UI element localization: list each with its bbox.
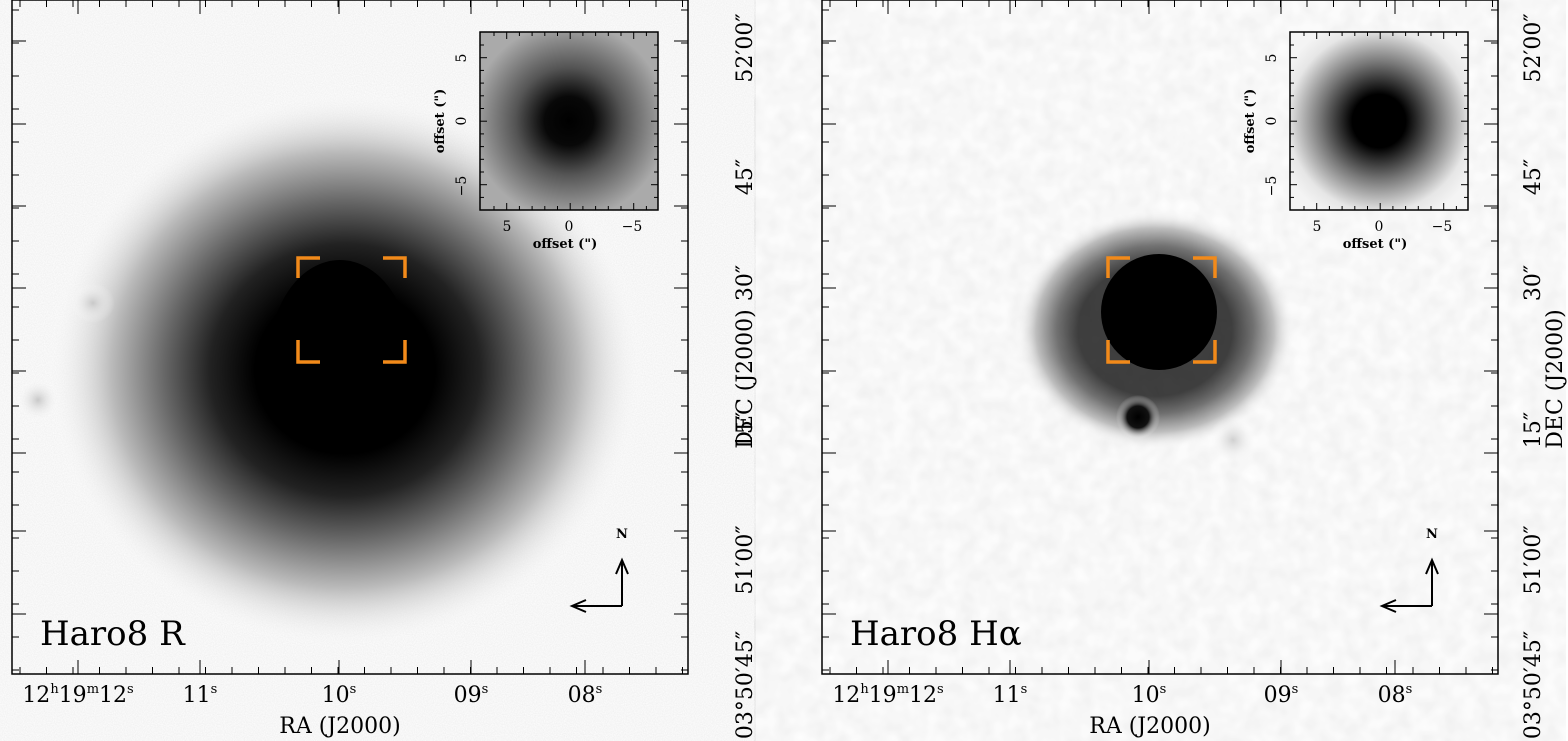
- inset-xlabel: offset ("): [1343, 237, 1408, 252]
- inset-xtick: 0: [565, 219, 574, 235]
- inset-ytick: 0: [454, 117, 470, 126]
- ra-tick-label: 10s: [322, 682, 357, 708]
- y-axis-label: DEC (J2000): [733, 309, 758, 449]
- dec-tick-label: 03°50′45″: [1521, 631, 1546, 739]
- compass-north-label: N: [1426, 527, 1438, 542]
- inset-image: [1290, 32, 1468, 210]
- compass: [1379, 557, 1439, 613]
- dec-tick-label: 30″: [733, 265, 758, 301]
- galaxy-core: [1101, 254, 1217, 370]
- faint-source: [1209, 416, 1257, 464]
- panel-ha-figure: 5 0 −5 offset (") 5 0 −5 offset (") N Ha…: [821, 0, 1568, 739]
- image-frame: [11, 0, 689, 675]
- dec-tick-label: 15″: [1521, 412, 1546, 448]
- companion-source: [16, 378, 60, 422]
- ra-tick-label: 10s: [1132, 682, 1167, 708]
- ra-tick-label: 08s: [568, 682, 603, 708]
- inset-ytick: 5: [1264, 54, 1280, 63]
- dec-tick-label: 45″: [733, 159, 758, 195]
- inset-xtick: 5: [503, 219, 512, 235]
- compass-north-label: N: [616, 527, 628, 542]
- panel-label: Haro8 Hα: [850, 614, 1022, 654]
- dec-tick-label: 52′00″: [733, 13, 758, 82]
- inset-xlabel: offset ("): [533, 237, 598, 252]
- inset-ylabel: offset ("): [1243, 89, 1258, 154]
- inset-ytick: −5: [1264, 176, 1280, 197]
- aperture-marker: [1106, 256, 1217, 364]
- hii-knot: [1116, 395, 1160, 439]
- ra-tick-label: 11s: [993, 682, 1028, 708]
- dec-tick-label: 15″: [733, 412, 758, 448]
- dec-tick-label: 51′00″: [1521, 525, 1546, 594]
- dec-tick-label: 52′00″: [1521, 13, 1546, 82]
- inset-image: [480, 32, 658, 210]
- ra-tick-label: 08s: [1378, 682, 1413, 708]
- inset-xtick: 0: [1375, 219, 1384, 235]
- y-axis-label: DEC (J2000): [1543, 309, 1568, 449]
- ra-tick-label: 12h19m12s: [22, 682, 133, 708]
- companion-source: [71, 283, 115, 323]
- x-axis-label: RA (J2000): [279, 714, 400, 739]
- dec-tick-label: 30″: [1521, 265, 1546, 301]
- dec-tick-label: 03°50′45″: [733, 631, 758, 739]
- ra-tick-label: 09s: [1264, 682, 1299, 708]
- compass: [569, 557, 629, 613]
- dec-tick-label: 45″: [1521, 159, 1546, 195]
- inset-xtick: −5: [622, 219, 643, 235]
- inset-xtick: −5: [1432, 219, 1453, 235]
- panel-haro8-r: 5 0 −5 offset (") 5 0 −5 offset (") N Ha…: [0, 0, 780, 741]
- inset-ytick: 5: [454, 54, 470, 63]
- galaxy-core: [270, 260, 410, 450]
- panel-label: Haro8 R: [40, 614, 186, 654]
- image-frame: [821, 0, 1499, 675]
- panel-r-figure: 5 0 −5 offset (") 5 0 −5 offset (") N Ha…: [11, 0, 758, 739]
- x-axis-label: RA (J2000): [1089, 714, 1210, 739]
- inset-ytick: −5: [454, 176, 470, 197]
- ra-tick-label: 12h19m12s: [832, 682, 943, 708]
- inset-ylabel: offset ("): [433, 89, 448, 154]
- inset-xtick: 5: [1313, 219, 1322, 235]
- ra-tick-label: 09s: [454, 682, 489, 708]
- dec-tick-label: 51′00″: [733, 525, 758, 594]
- ra-tick-label: 11s: [183, 682, 218, 708]
- aperture-marker: [296, 256, 407, 364]
- panel-haro8-halpha: 5 0 −5 offset (") 5 0 −5 offset (") N Ha…: [810, 0, 1568, 741]
- inset-ytick: 0: [1264, 117, 1280, 126]
